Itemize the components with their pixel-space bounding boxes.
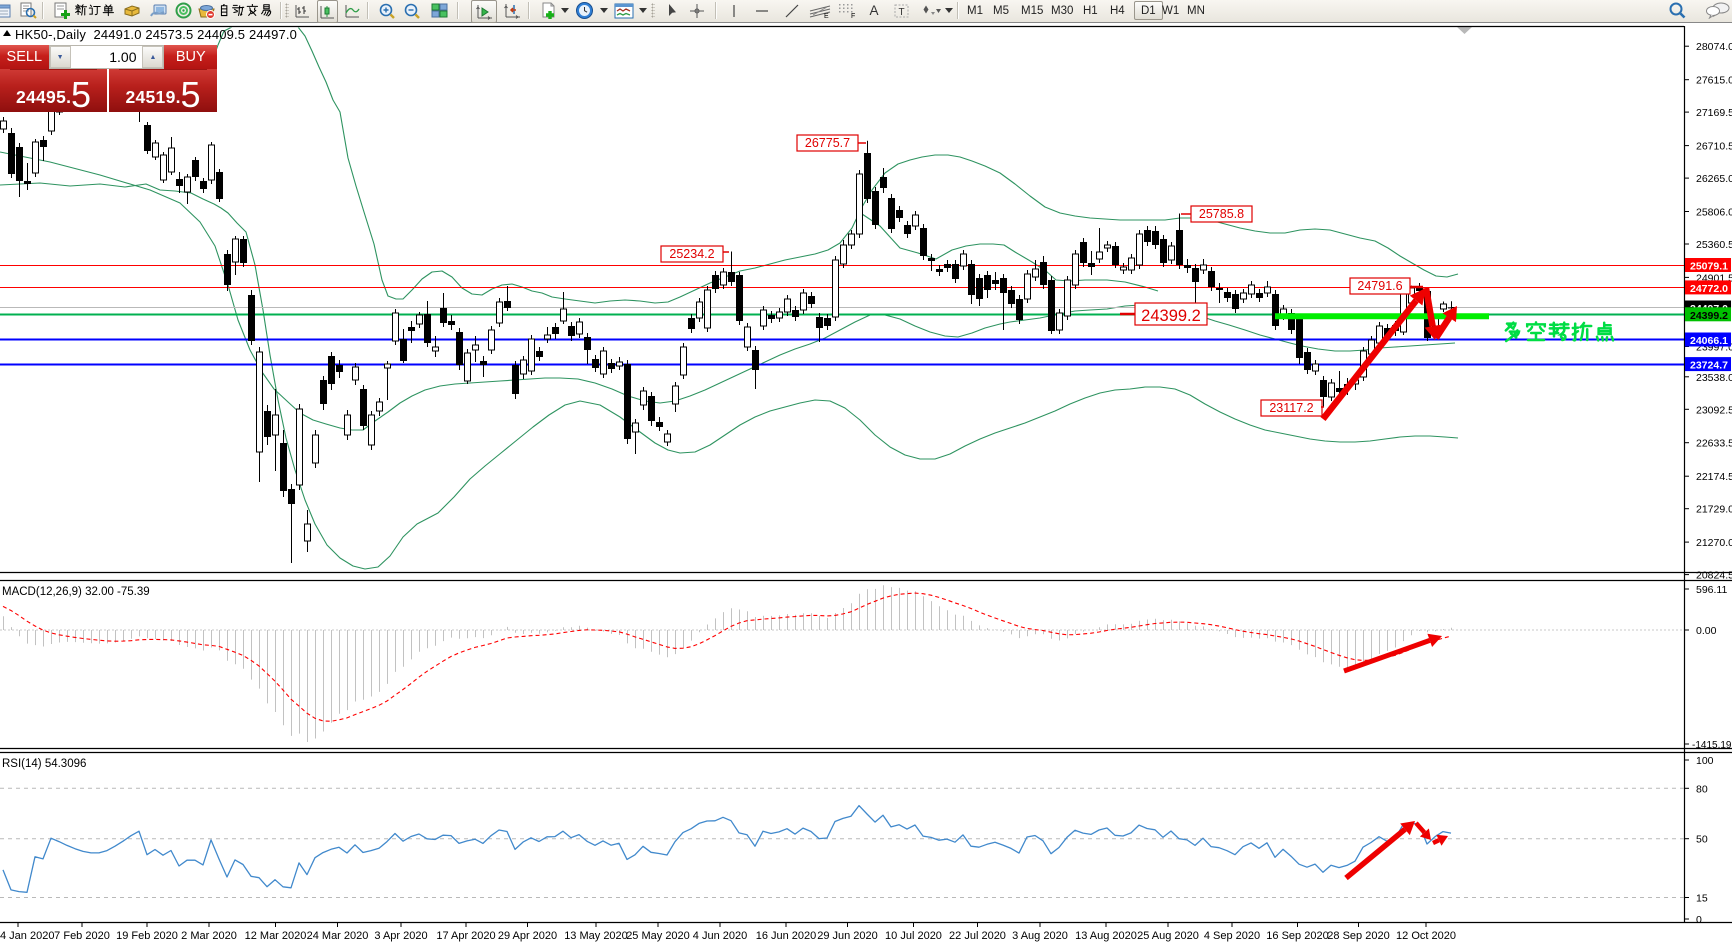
svg-text:0: 0 <box>1696 914 1702 926</box>
svg-text:21270.0: 21270.0 <box>1696 537 1732 549</box>
svg-text:7 Feb 2020: 7 Feb 2020 <box>54 930 110 942</box>
svg-text:27169.5: 27169.5 <box>1696 107 1732 119</box>
svg-text:26710.5: 26710.5 <box>1696 141 1732 153</box>
svg-text:21729.0: 21729.0 <box>1696 504 1732 516</box>
svg-text:24 Mar 2020: 24 Mar 2020 <box>307 930 369 942</box>
svg-text:10 Jul 2020: 10 Jul 2020 <box>885 930 942 942</box>
svg-text:25079.1: 25079.1 <box>1690 261 1728 273</box>
svg-text:F: F <box>851 13 855 19</box>
svg-text:24399.2: 24399.2 <box>1690 310 1728 322</box>
svg-text:T: T <box>899 7 905 18</box>
svg-text:17 Apr 2020: 17 Apr 2020 <box>436 930 495 942</box>
svg-text:13 Aug 2020: 13 Aug 2020 <box>1075 930 1137 942</box>
svg-text:25234.2: 25234.2 <box>669 247 714 261</box>
svg-text:100: 100 <box>1696 755 1714 767</box>
svg-text:25785.8: 25785.8 <box>1199 207 1244 221</box>
svg-text:E: E <box>824 13 829 19</box>
svg-text:29 Jun 2020: 29 Jun 2020 <box>817 930 878 942</box>
svg-text:23117.2: 23117.2 <box>1269 401 1313 415</box>
svg-text:0.00: 0.00 <box>1696 625 1717 637</box>
svg-text:23092.5: 23092.5 <box>1696 404 1732 416</box>
svg-text:4 Jan 2020: 4 Jan 2020 <box>0 930 54 942</box>
svg-text:15: 15 <box>1696 893 1708 905</box>
svg-text:22 Jul 2020: 22 Jul 2020 <box>949 930 1006 942</box>
svg-text:24066.1: 24066.1 <box>1690 335 1728 347</box>
svg-text:28074.0: 28074.0 <box>1696 41 1732 53</box>
svg-text:24399.2: 24399.2 <box>1141 307 1201 325</box>
svg-text:29 Apr 2020: 29 Apr 2020 <box>498 930 557 942</box>
svg-text:80: 80 <box>1696 783 1708 795</box>
svg-text:596.11: 596.11 <box>1696 584 1727 596</box>
svg-text:12 Oct 2020: 12 Oct 2020 <box>1396 930 1456 942</box>
svg-text:12 Mar 2020: 12 Mar 2020 <box>245 930 307 942</box>
svg-text:MACD(12,26,9) 32.00 -75.39: MACD(12,26,9) 32.00 -75.39 <box>2 586 150 598</box>
svg-text:RSI(14) 54.3096: RSI(14) 54.3096 <box>2 758 86 770</box>
svg-text:16 Jun 2020: 16 Jun 2020 <box>756 930 817 942</box>
svg-text:16 Sep 2020: 16 Sep 2020 <box>1266 930 1328 942</box>
svg-text:22633.5: 22633.5 <box>1696 438 1732 450</box>
svg-text:24772.0: 24772.0 <box>1690 283 1728 295</box>
svg-text:26775.7: 26775.7 <box>805 136 850 150</box>
svg-text:26265.0: 26265.0 <box>1696 173 1732 185</box>
svg-text:2 Mar 2020: 2 Mar 2020 <box>181 930 237 942</box>
svg-text:27615.0: 27615.0 <box>1696 75 1732 87</box>
svg-text:50: 50 <box>1696 834 1708 846</box>
svg-text:3 Apr 2020: 3 Apr 2020 <box>374 930 427 942</box>
svg-text:4 Sep 2020: 4 Sep 2020 <box>1204 930 1260 942</box>
svg-text:13 May 2020: 13 May 2020 <box>564 930 628 942</box>
svg-text:3 Aug 2020: 3 Aug 2020 <box>1012 930 1068 942</box>
svg-text:23538.0: 23538.0 <box>1696 372 1732 384</box>
svg-text:28 Sep 2020: 28 Sep 2020 <box>1327 930 1389 942</box>
svg-text:24791.6: 24791.6 <box>1357 279 1402 293</box>
svg-text:25360.5: 25360.5 <box>1696 239 1732 251</box>
svg-text:4 Jun 2020: 4 Jun 2020 <box>693 930 747 942</box>
svg-text:20824.5: 20824.5 <box>1696 570 1732 582</box>
svg-text:25806.0: 25806.0 <box>1696 207 1732 219</box>
svg-text:25 May 2020: 25 May 2020 <box>626 930 690 942</box>
svg-text:22174.5: 22174.5 <box>1696 471 1732 483</box>
svg-text:25 Aug 2020: 25 Aug 2020 <box>1137 930 1199 942</box>
svg-text:-1415.19: -1415.19 <box>1692 740 1732 751</box>
svg-text:19 Feb 2020: 19 Feb 2020 <box>116 930 178 942</box>
svg-text:23724.7: 23724.7 <box>1690 360 1728 372</box>
